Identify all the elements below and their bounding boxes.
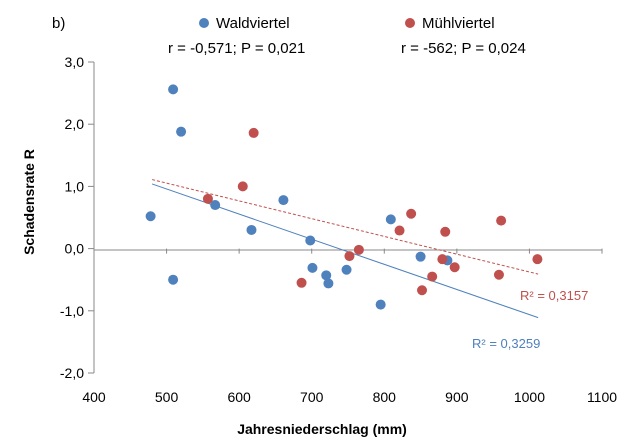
x-tick-label: 900 <box>445 389 469 405</box>
legend-marker-muehlviertel <box>405 18 415 28</box>
y-tick-label: 3,0 <box>65 54 85 70</box>
x-tick-label: 1100 <box>587 389 617 405</box>
legend-marker-waldviertel <box>199 18 209 28</box>
point-muehlviertel <box>496 215 507 226</box>
x-tick-label: 500 <box>155 389 179 405</box>
panel-label: b) <box>52 15 65 32</box>
point-waldviertel <box>323 278 334 289</box>
point-waldviertel <box>307 262 318 273</box>
r2-label-waldviertel: R² = 0,3259 <box>472 336 540 351</box>
point-waldviertel <box>168 84 179 95</box>
x-ticks: 400 500 600 700 800 900 1000 1100 <box>82 248 617 405</box>
point-muehlviertel <box>237 181 248 192</box>
point-muehlviertel <box>353 244 364 255</box>
point-muehlviertel <box>394 225 405 236</box>
legend-label-waldviertel: Waldviertel <box>216 15 290 32</box>
y-tick-label: 1,0 <box>65 178 85 194</box>
point-waldviertel <box>415 251 426 262</box>
point-waldviertel <box>341 264 352 275</box>
x-tick-label: 400 <box>82 389 106 405</box>
point-muehlviertel <box>296 277 307 288</box>
point-muehlviertel <box>437 254 448 265</box>
point-muehlviertel <box>417 285 428 296</box>
x-axis-title: Jahresniederschlag (mm) <box>237 421 407 437</box>
point-muehlviertel <box>532 254 543 265</box>
point-waldviertel <box>176 126 187 137</box>
point-muehlviertel <box>202 193 213 204</box>
y-ticks: 3,0 2,0 1,0 0,0 -1,0 -2,0 <box>60 54 94 381</box>
point-waldviertel <box>321 270 332 281</box>
y-tick-label: -1,0 <box>60 303 84 319</box>
point-waldviertel <box>305 235 316 246</box>
r2-label-muehlviertel: R² = 0,3157 <box>520 288 588 303</box>
point-muehlviertel <box>493 269 504 280</box>
stats-muehlviertel: r = -562; P = 0,024 <box>401 40 526 57</box>
point-waldviertel <box>145 211 156 222</box>
y-tick-label: -2,0 <box>60 365 84 381</box>
point-muehlviertel <box>344 251 355 262</box>
point-waldviertel <box>210 200 221 211</box>
point-muehlviertel <box>406 208 417 219</box>
point-waldviertel <box>246 224 257 235</box>
point-waldviertel <box>278 195 289 206</box>
trendline-muehlviertel <box>151 179 539 275</box>
point-waldviertel <box>385 214 396 225</box>
point-waldviertel <box>168 274 179 285</box>
y-axis-title: Schadensrate R <box>21 149 37 255</box>
point-muehlviertel <box>248 127 259 138</box>
y-tick-label: 2,0 <box>65 116 85 132</box>
point-muehlviertel <box>427 271 438 282</box>
x-tick-label: 1000 <box>514 389 545 405</box>
legend-label-muehlviertel: Mühlviertel <box>422 15 495 32</box>
x-tick-label: 800 <box>373 389 397 405</box>
point-muehlviertel <box>449 262 460 273</box>
stats-waldviertel: r = -0,571; P = 0,021 <box>168 40 305 57</box>
y-tick-label: 0,0 <box>65 241 85 257</box>
data-points <box>145 84 543 310</box>
x-tick-label: 700 <box>300 389 324 405</box>
trendline-waldviertel <box>151 183 539 319</box>
point-muehlviertel <box>440 226 451 237</box>
x-tick-label: 600 <box>227 389 251 405</box>
point-waldviertel <box>375 299 386 310</box>
